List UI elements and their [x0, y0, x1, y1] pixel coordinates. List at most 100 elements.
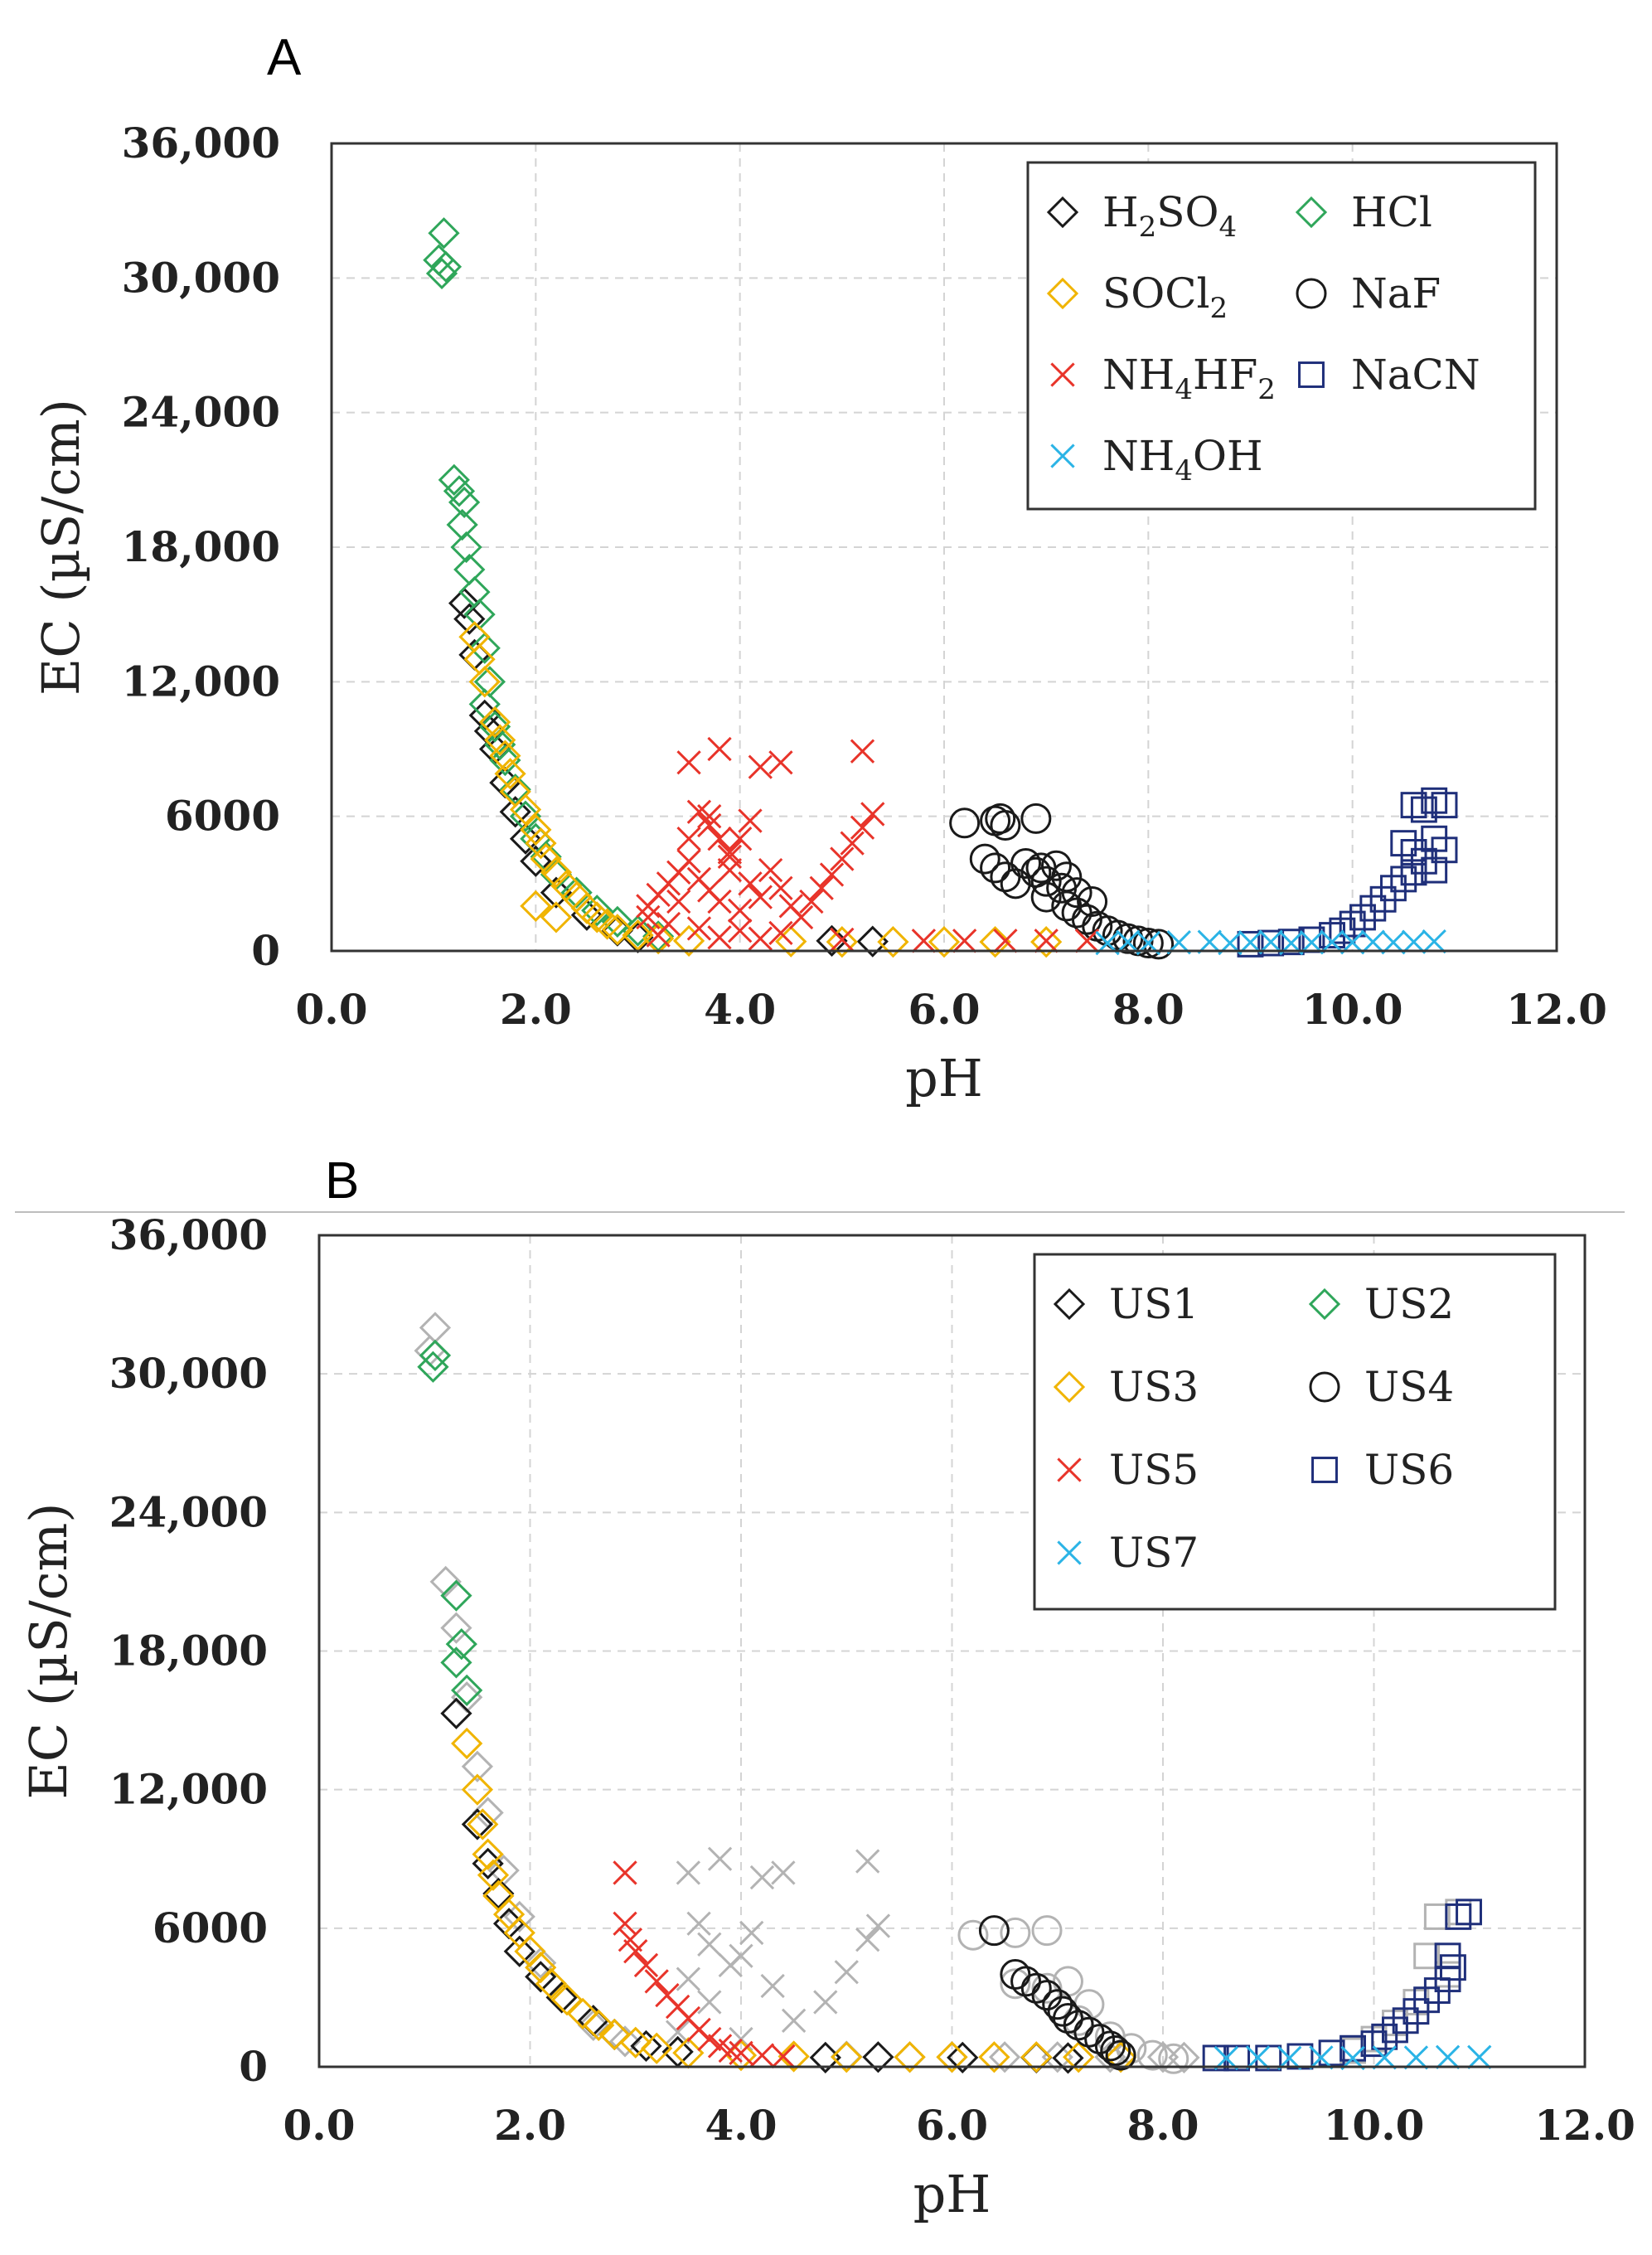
data-point [1136, 2039, 1168, 2071]
data-point [739, 1920, 764, 1946]
data-point [453, 603, 486, 635]
y-tick-label: 24,000 [109, 1487, 268, 1536]
data-point [440, 1579, 472, 1612]
y-axis-label: EC (µS/cm) [31, 399, 91, 696]
data-point [697, 1990, 722, 2015]
series-us2 [417, 1339, 483, 1706]
legend-marker [1057, 1540, 1082, 1565]
data-point [598, 2018, 631, 2051]
data-point [781, 2008, 807, 2033]
data-point [1359, 895, 1387, 922]
legend-marker [1309, 1371, 1340, 1403]
data-point [468, 632, 501, 664]
legend-label: NaCN [1351, 351, 1480, 399]
data-point [1168, 2041, 1200, 2073]
legend-marker [1295, 196, 1328, 229]
data-point [936, 2041, 968, 2073]
data-point [1000, 868, 1031, 900]
data-point [813, 1990, 838, 2015]
legend: H2SO4 HCl SOCl2 NaF NH4HF2 NaCN NH4OH [1026, 161, 1537, 511]
data-point [1237, 930, 1264, 958]
data-point [1030, 926, 1063, 958]
y-tick-label: 36,000 [109, 1210, 268, 1259]
data-point [826, 926, 858, 958]
data-point [448, 486, 481, 519]
data-point [697, 2026, 722, 2052]
legend-marker [1311, 1457, 1338, 1483]
x-axis-label: pH [905, 1048, 983, 1108]
data-point [771, 2044, 796, 2069]
data-point [623, 1939, 648, 1964]
data-point [560, 876, 593, 909]
data-point [1105, 2039, 1136, 2071]
data-point [1000, 1917, 1031, 1948]
data-point [642, 922, 675, 955]
data-point [738, 871, 763, 896]
data-point [1020, 803, 1052, 834]
data-point [1071, 904, 1102, 935]
data-point [550, 1984, 584, 2016]
data-point [591, 908, 623, 940]
data-point [540, 901, 573, 934]
data-point [1034, 929, 1059, 953]
data-point [1467, 2044, 1492, 2069]
legend-label: US4 [1364, 1363, 1454, 1411]
data-point [1116, 929, 1141, 954]
data-point [856, 925, 889, 958]
data-point [1431, 792, 1458, 819]
chart-panel-a: 0.0 2.0 4.0 6.0 8.0 10.0 12.0 0 6000 12,000 18,000… [31, 119, 1607, 1108]
data-point [1010, 847, 1042, 879]
data-point [676, 750, 701, 775]
data-point [665, 2020, 690, 2044]
legend-label: NH4OH [1102, 432, 1263, 487]
data-point [1371, 2023, 1398, 2050]
data-point [1456, 1899, 1482, 1926]
data-point [799, 889, 824, 914]
series-naf [949, 803, 1175, 960]
data-point [809, 875, 834, 900]
data-point [978, 1915, 1010, 1947]
chart-panel-b: 0.0 2.0 4.0 6.0 8.0 10.0 12.0 0 6000 12,000 18,000… [18, 1210, 1635, 2224]
x-tick-label: 10.0 [1302, 985, 1403, 1034]
data-point [1031, 1972, 1063, 2004]
data-point [1197, 929, 1222, 954]
plot-frame [330, 142, 1558, 953]
data-point [472, 1838, 504, 1870]
data-point [644, 1969, 669, 1994]
data-point [1329, 917, 1356, 944]
legend-marker [1046, 277, 1079, 310]
panel-label-b: B [325, 1152, 359, 1210]
y-tick-label: 18,000 [109, 1627, 268, 1675]
legend-label: US7 [1109, 1529, 1199, 1577]
data-point [1094, 2030, 1126, 2062]
data-point [749, 1865, 775, 1890]
data-point [1320, 929, 1344, 954]
data-point [911, 929, 937, 953]
legend-marker [1050, 362, 1075, 387]
data-point [646, 923, 671, 948]
data-point [1349, 904, 1376, 931]
data-point [717, 840, 743, 865]
x-tick-label: 2.0 [494, 2101, 566, 2150]
data-point [771, 1860, 796, 1885]
data-point [1423, 1903, 1451, 1930]
data-point [676, 827, 701, 851]
data-point [451, 1727, 483, 1760]
data-point [489, 740, 521, 772]
data-point [718, 2038, 743, 2063]
data-point [601, 914, 633, 946]
data-point [1410, 796, 1437, 823]
data-point [535, 1967, 568, 2000]
data-point [1030, 881, 1062, 913]
data-point [728, 827, 753, 851]
data-point [1031, 1980, 1063, 2011]
data-point [1046, 872, 1078, 904]
legend-marker [1046, 196, 1079, 229]
data-point [438, 463, 470, 496]
data-point [1158, 2043, 1189, 2074]
series-nh4hf2 [636, 736, 1100, 953]
data-point [979, 926, 1011, 958]
data-point [451, 1674, 483, 1706]
data-point [440, 1612, 472, 1644]
data-point [830, 927, 855, 953]
